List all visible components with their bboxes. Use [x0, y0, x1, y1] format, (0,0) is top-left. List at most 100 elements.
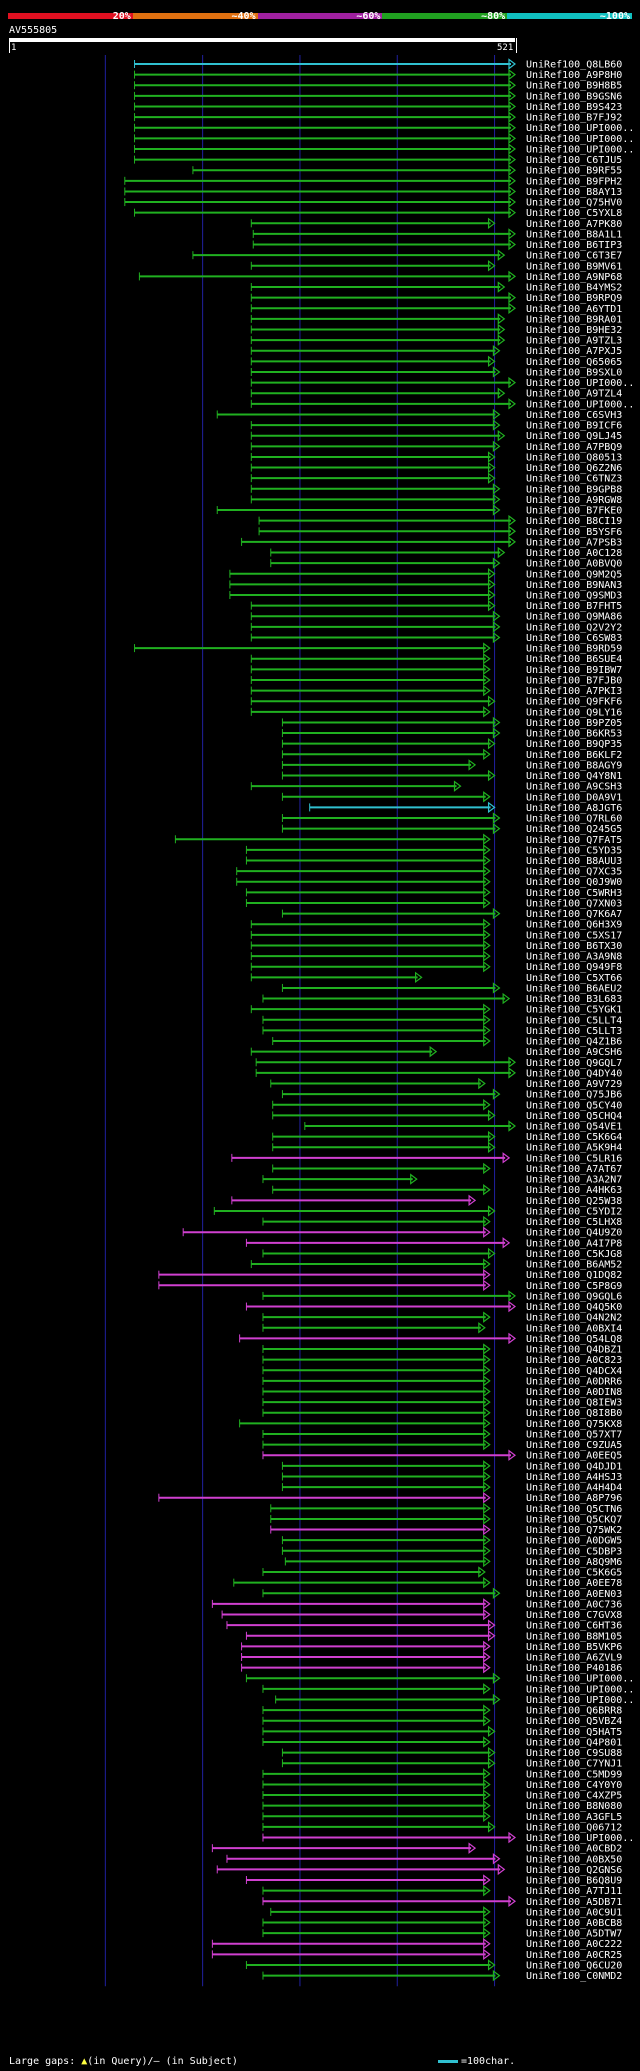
- hit-label[interactable]: UniRef100_A7PK80: [526, 219, 622, 230]
- hit-label[interactable]: UniRef100_Q4U9Z0: [526, 1228, 622, 1239]
- hit-row[interactable]: UniRef100_B6Q8U9: [245, 1874, 622, 1887]
- hit-label[interactable]: UniRef100_B7FJ92: [526, 113, 622, 124]
- hit-row[interactable]: UniRef100_C7YNJ1: [281, 1757, 622, 1770]
- hit-label[interactable]: UniRef100_A7AT67: [526, 1164, 622, 1175]
- hit-row[interactable]: UniRef100_Q5CHQ4: [272, 1109, 623, 1122]
- hit-label[interactable]: UniRef100_Q9SMD3: [526, 591, 622, 602]
- hit-row[interactable]: UniRef100_Q2GNS6: [216, 1863, 622, 1876]
- hit-row[interactable]: UniRef100_B9MV61: [250, 260, 622, 272]
- hit-label[interactable]: UniRef100_A9V729: [526, 1079, 622, 1090]
- hit-row[interactable]: UniRef100_B5YSF6: [258, 525, 622, 538]
- hit-row[interactable]: UniRef100_B8M105: [245, 1630, 622, 1642]
- hit-label[interactable]: UniRef100_A7PXJ5: [526, 346, 622, 357]
- hit-row[interactable]: UniRef100_B9FPH2: [124, 175, 623, 187]
- hit-row[interactable]: UniRef100_B6KR53: [281, 727, 622, 740]
- hit-row[interactable]: UniRef100_A0BX50: [226, 1853, 622, 1865]
- hit-label[interactable]: UniRef100_C7GVX8: [526, 1610, 622, 1621]
- hit-label[interactable]: UniRef100_B9MV61: [526, 261, 622, 272]
- hit-label[interactable]: UniRef100_B6TIP3: [526, 240, 622, 251]
- hit-row[interactable]: UniRef100_B6TIP3: [252, 238, 622, 251]
- hit-label[interactable]: UniRef100_Q7XN03: [526, 898, 622, 909]
- hit-label[interactable]: UniRef100_Q5CKQ7: [526, 1514, 622, 1525]
- hit-row[interactable]: UniRef100_B9SXL0: [250, 366, 622, 378]
- hit-label[interactable]: UniRef100_C9SU88: [526, 1748, 622, 1759]
- hit-label[interactable]: UniRef100_Q9GQL6: [526, 1291, 622, 1302]
- hit-label[interactable]: UniRef100_Q8LB60: [526, 60, 622, 71]
- hit-row[interactable]: UniRef100_B9RF55: [192, 164, 622, 177]
- hit-row[interactable]: UniRef100_Q4U9Z0: [182, 1226, 622, 1239]
- hit-row[interactable]: UniRef100_A0C222: [211, 1938, 622, 1950]
- hit-row[interactable]: UniRef100_B9RA01: [250, 313, 622, 325]
- hit-row[interactable]: UniRef100_C5YGK1: [250, 1003, 622, 1016]
- hit-label[interactable]: UniRef100_Q6Z2N6: [526, 463, 622, 474]
- hit-label[interactable]: UniRef100_Q57XT7: [526, 1429, 622, 1440]
- hit-row[interactable]: UniRef100_Q6CU20: [245, 1959, 622, 1971]
- hit-row[interactable]: UniRef100_Q5HAT5: [262, 1725, 622, 1738]
- hit-row[interactable]: UniRef100_Q7XC35: [236, 865, 623, 878]
- hit-row[interactable]: UniRef100_Q4Z1B6: [272, 1035, 623, 1048]
- hit-row[interactable]: UniRef100_A0BXI4: [262, 1322, 622, 1334]
- hit-row[interactable]: UniRef100_A7TJ11: [262, 1884, 622, 1897]
- hit-label[interactable]: UniRef100_C5LR16: [526, 1153, 622, 1164]
- hit-label[interactable]: UniRef100_C5LLT3: [526, 1026, 622, 1037]
- hit-row[interactable]: UniRef100_C6HT36: [226, 1619, 622, 1632]
- hit-label[interactable]: UniRef100_Q9GQL7: [526, 1058, 622, 1069]
- hit-label[interactable]: UniRef100_C5MD99: [526, 1769, 622, 1780]
- hit-label[interactable]: UniRef100_B9H8B5: [526, 81, 622, 92]
- hit-row[interactable]: UniRef100_A4HSJ3: [281, 1470, 622, 1483]
- hit-row[interactable]: UniRef100_A7PKI3: [250, 684, 622, 697]
- hit-label[interactable]: UniRef100_B8CI19: [526, 516, 622, 527]
- hit-label[interactable]: UniRef100_A0DIN8: [526, 1387, 622, 1398]
- hit-row[interactable]: UniRef100_B8A1L1: [252, 228, 622, 240]
- hit-label[interactable]: UniRef100_Q8IEW3: [526, 1398, 622, 1409]
- hit-label[interactable]: UniRef100_B6TX30: [526, 941, 622, 952]
- hit-row[interactable]: UniRef100_Q54VE1: [304, 1120, 623, 1133]
- hit-label[interactable]: UniRef100_A0C9U1: [526, 1907, 622, 1918]
- hit-label[interactable]: UniRef100_A9RGW8: [526, 495, 622, 506]
- hit-label[interactable]: UniRef100_A0BVQ0: [526, 559, 622, 570]
- hit-row[interactable]: UniRef100_UPI000..: [134, 143, 635, 155]
- hit-row[interactable]: UniRef100_Q4DCX4: [262, 1364, 622, 1377]
- hit-label[interactable]: UniRef100_C5KJG8: [526, 1249, 622, 1260]
- hit-row[interactable]: UniRef100_Q57XT7: [262, 1428, 622, 1440]
- hit-label[interactable]: UniRef100_Q7XC35: [526, 867, 622, 878]
- hit-row[interactable]: UniRef100_Q75HV0: [124, 196, 623, 209]
- hit-label[interactable]: UniRef100_Q9LJ45: [526, 431, 622, 442]
- hit-label[interactable]: UniRef100_B9ICF6: [526, 421, 622, 432]
- hit-row[interactable]: UniRef100_B9QP35: [281, 737, 622, 750]
- hit-label[interactable]: UniRef100_A0DGW5: [526, 1536, 622, 1547]
- hit-label[interactable]: UniRef100_B9FPH2: [526, 176, 622, 187]
- hit-row[interactable]: UniRef100_Q8LB60: [134, 58, 623, 71]
- hit-label[interactable]: UniRef100_C5XT66: [526, 973, 622, 984]
- hit-row[interactable]: UniRef100_Q9MA86: [250, 610, 622, 623]
- hit-row[interactable]: UniRef100_Q5CY40: [272, 1099, 623, 1111]
- hit-label[interactable]: UniRef100_B9PZ05: [526, 718, 622, 729]
- hit-label[interactable]: UniRef100_UPI000..: [526, 1833, 634, 1844]
- hit-row[interactable]: UniRef100_C9SU88: [281, 1746, 622, 1759]
- hit-label[interactable]: UniRef100_A3A9N8: [526, 952, 622, 963]
- hit-label[interactable]: UniRef100_B8N080: [526, 1801, 622, 1812]
- hit-row[interactable]: UniRef100_Q75KX8: [239, 1417, 623, 1430]
- hit-row[interactable]: UniRef100_C5DBP3: [281, 1545, 622, 1557]
- hit-row[interactable]: UniRef100_A9NP68: [138, 270, 622, 283]
- hit-label[interactable]: UniRef100_Q1DQ82: [526, 1270, 622, 1281]
- hit-row[interactable]: UniRef100_Q9LJ45: [250, 430, 622, 442]
- hit-label[interactable]: UniRef100_B4YMS2: [526, 283, 622, 294]
- hit-label[interactable]: UniRef100_UPI000..: [526, 123, 634, 134]
- hit-label[interactable]: UniRef100_Q0J9W0: [526, 877, 622, 888]
- hit-row[interactable]: UniRef100_Q25W38: [231, 1194, 622, 1207]
- hit-row[interactable]: UniRef100_A9TZL4: [250, 387, 622, 400]
- hit-label[interactable]: UniRef100_B9HE32: [526, 325, 622, 336]
- hit-label[interactable]: UniRef100_B8AGY9: [526, 760, 622, 771]
- hit-row[interactable]: UniRef100_Q75JB6: [281, 1088, 622, 1101]
- hit-row[interactable]: UniRef100_Q7RL60: [281, 812, 622, 825]
- hit-label[interactable]: UniRef100_C5YGK1: [526, 1005, 622, 1016]
- hit-row[interactable]: UniRef100_A9P8H0: [134, 68, 623, 81]
- hit-row[interactable]: UniRef100_B8AY13: [124, 185, 623, 198]
- hit-label[interactable]: UniRef100_UPI000..: [526, 1695, 634, 1706]
- hit-row[interactable]: UniRef100_A9V729: [270, 1077, 623, 1090]
- hit-label[interactable]: UniRef100_C5XS17: [526, 930, 622, 941]
- hit-label[interactable]: UniRef100_A7PBQ9: [526, 442, 622, 453]
- hit-row[interactable]: UniRef100_UPI000..: [250, 376, 634, 389]
- hit-label[interactable]: UniRef100_A9NP68: [526, 272, 622, 283]
